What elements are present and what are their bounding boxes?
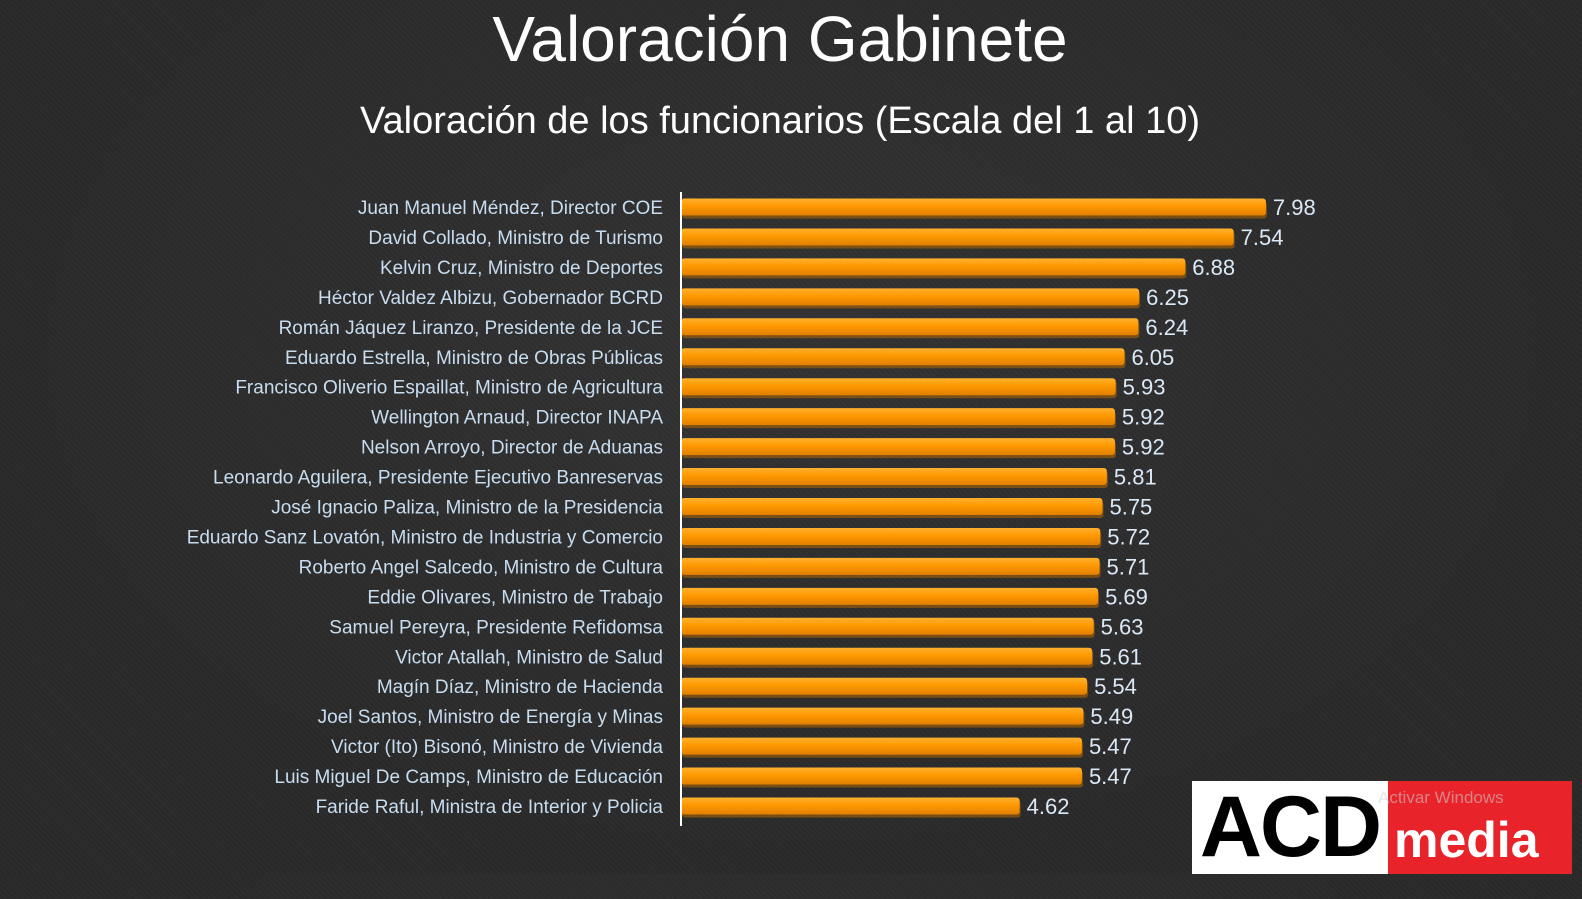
value-label: 6.24 — [1145, 315, 1188, 340]
bars-layer — [681, 198, 1267, 818]
category-label: Wellington Arnaud, Director INAPA — [371, 408, 663, 429]
category-label: Eddie Olivares, Ministro de Trabajo — [367, 587, 663, 608]
category-label: Samuel Pereyra, Presidente Refidomsa — [329, 617, 663, 638]
bar — [681, 258, 1186, 276]
bar — [681, 767, 1082, 785]
category-label: Victor (Ito) Bisonó, Ministro de Viviend… — [331, 737, 663, 758]
category-label: Faride Raful, Ministra de Interior y Pol… — [316, 797, 664, 818]
bar — [681, 737, 1082, 755]
bar — [681, 617, 1094, 635]
value-label: 5.61 — [1099, 644, 1142, 669]
value-label: 5.49 — [1090, 704, 1133, 729]
category-label: Victor Atallah, Ministro de Salud — [395, 647, 663, 668]
bar — [681, 707, 1084, 725]
value-label: 5.75 — [1109, 495, 1152, 520]
bar — [681, 378, 1116, 396]
value-label: 5.93 — [1123, 375, 1166, 400]
logo-media-text: media — [1388, 781, 1572, 874]
category-labels-layer: Juan Manuel Méndez, Director COE David Co… — [187, 198, 664, 818]
bar — [681, 438, 1115, 456]
value-label: 5.92 — [1122, 435, 1165, 460]
value-label: 5.47 — [1089, 764, 1132, 789]
bar — [681, 288, 1140, 306]
bar — [681, 498, 1103, 515]
value-labels-layer: 7.98 7.546.886.25 6.24 6.05 5.93 5.92 5.92 5.81… — [1027, 195, 1316, 819]
bar — [681, 527, 1101, 545]
category-label: Eduardo Estrella, Ministro de Obras Públ… — [285, 348, 663, 369]
value-label: 7.98 — [1273, 195, 1316, 220]
bar — [681, 587, 1099, 605]
category-label: Kelvin Cruz, Ministro de Deportes — [380, 258, 663, 279]
acd-media-logo: ACD media — [1192, 781, 1572, 874]
category-label: Juan Manuel Méndez, Director COE — [358, 198, 663, 219]
bar — [681, 557, 1100, 575]
value-label: 6.25 — [1146, 285, 1189, 310]
value-label: 5.81 — [1114, 465, 1157, 490]
bar — [681, 228, 1234, 246]
category-label: David Collado, Ministro de Turismo — [368, 228, 663, 249]
value-label: 5.92 — [1122, 405, 1165, 430]
value-label: 5.72 — [1107, 524, 1150, 549]
bar — [681, 198, 1266, 216]
bar — [681, 797, 1020, 815]
logo-acd-text: ACD — [1192, 781, 1388, 874]
category-label: José Ignacio Paliza, Ministro de la Pres… — [271, 498, 663, 519]
value-label: 6.05 — [1131, 345, 1174, 370]
value-label: 5.47 — [1089, 734, 1132, 759]
value-label: 4.62 — [1027, 794, 1070, 819]
category-label: Román Jáquez Liranzo, Presidente de la J… — [279, 318, 663, 339]
bar — [681, 408, 1115, 426]
value-label: 5.71 — [1107, 554, 1150, 579]
category-label: Joel Santos, Ministro de Energía y Minas — [318, 707, 663, 728]
bar — [681, 647, 1093, 665]
value-label: 7.54 — [1241, 225, 1284, 250]
category-label: Leonardo Aguilera, Presidente Ejecutivo … — [213, 468, 663, 489]
value-label: 6.88 — [1192, 255, 1235, 280]
value-label: 5.63 — [1101, 614, 1144, 639]
category-label: Héctor Valdez Albizu, Gobernador BCRD — [318, 288, 663, 309]
category-label: Eduardo Sanz Lovatón, Ministro de Indust… — [187, 527, 663, 548]
category-label: Francisco Oliverio Espaillat, Ministro d… — [235, 378, 663, 399]
bar — [681, 677, 1088, 695]
category-label: Nelson Arroyo, Director de Aduanas — [361, 438, 663, 459]
bar — [681, 348, 1125, 366]
chart-title: Valoración Gabinete — [492, 3, 1068, 75]
value-label: 5.54 — [1094, 674, 1137, 699]
bar — [681, 468, 1107, 486]
bar — [681, 318, 1139, 336]
activate-windows-watermark: Activar Windows — [1378, 788, 1504, 807]
value-label: 5.69 — [1105, 584, 1148, 609]
bar-chart: Juan Manuel Méndez, Director COE David Co… — [187, 192, 1316, 826]
chart-subtitle: Valoración de los funcionarios (Escala d… — [360, 100, 1200, 142]
category-label: Luis Miguel De Camps, Ministro de Educac… — [274, 767, 663, 788]
category-label: Magín Díaz, Ministro de Hacienda — [377, 677, 664, 698]
category-label: Roberto Angel Salcedo, Ministro de Cultu… — [299, 557, 664, 578]
